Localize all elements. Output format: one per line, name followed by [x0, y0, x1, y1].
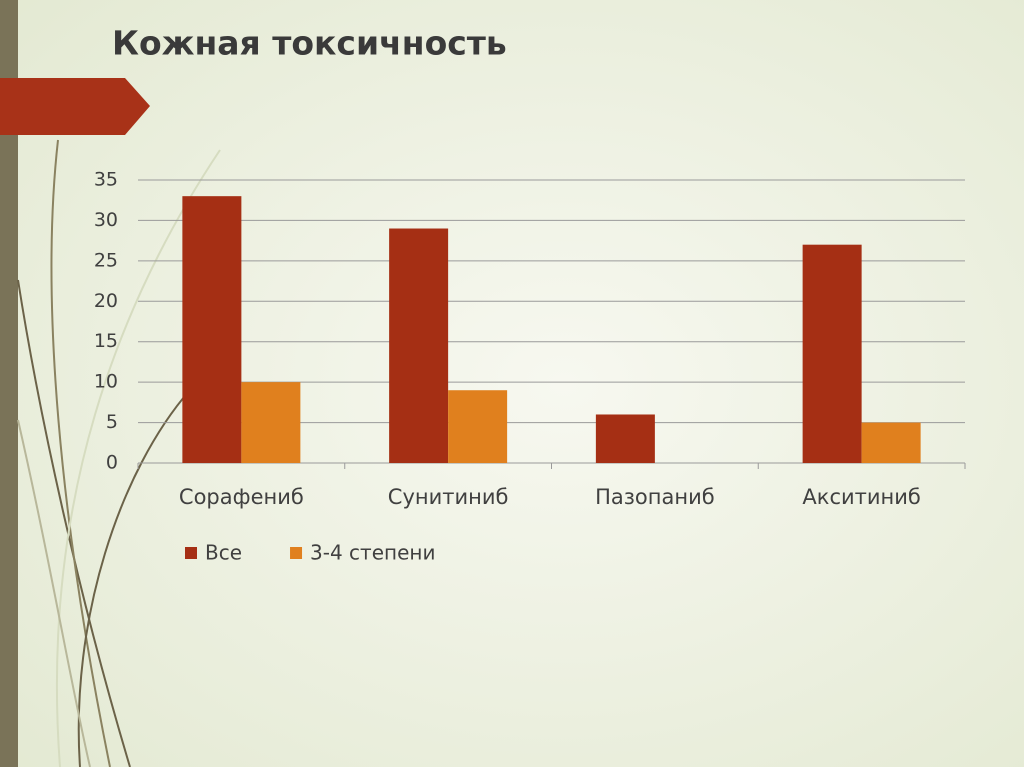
x-tick-label: Сунитиниб	[388, 485, 509, 509]
y-tick-label: 5	[106, 411, 118, 433]
title-banner	[0, 78, 150, 135]
side-strip	[0, 0, 18, 767]
y-tick-label: 25	[94, 249, 118, 271]
y-tick-label: 0	[106, 452, 118, 474]
bar	[595, 414, 655, 463]
bar	[241, 382, 301, 463]
legend-label: Все	[205, 541, 242, 565]
bar	[802, 244, 862, 463]
x-tick-label: Сорафениб	[179, 485, 304, 509]
x-tick-label: Акситиниб	[802, 485, 920, 509]
legend-swatch	[185, 547, 197, 559]
y-tick-label: 20	[94, 290, 118, 312]
legend-swatch	[290, 547, 303, 559]
bar	[182, 196, 242, 463]
chart-title: Кожная токсичность	[112, 24, 507, 63]
x-tick-label: Пазопаниб	[595, 485, 715, 509]
y-tick-label: 30	[94, 209, 118, 231]
y-tick-label: 10	[94, 371, 118, 393]
decor-curves	[17, 139, 221, 767]
y-tick-label: 35	[94, 169, 118, 191]
y-tick-label: 15	[94, 330, 118, 352]
bar	[389, 228, 449, 463]
bar	[448, 390, 508, 463]
legend-label: 3-4 степени	[310, 541, 435, 565]
bar	[861, 422, 921, 463]
